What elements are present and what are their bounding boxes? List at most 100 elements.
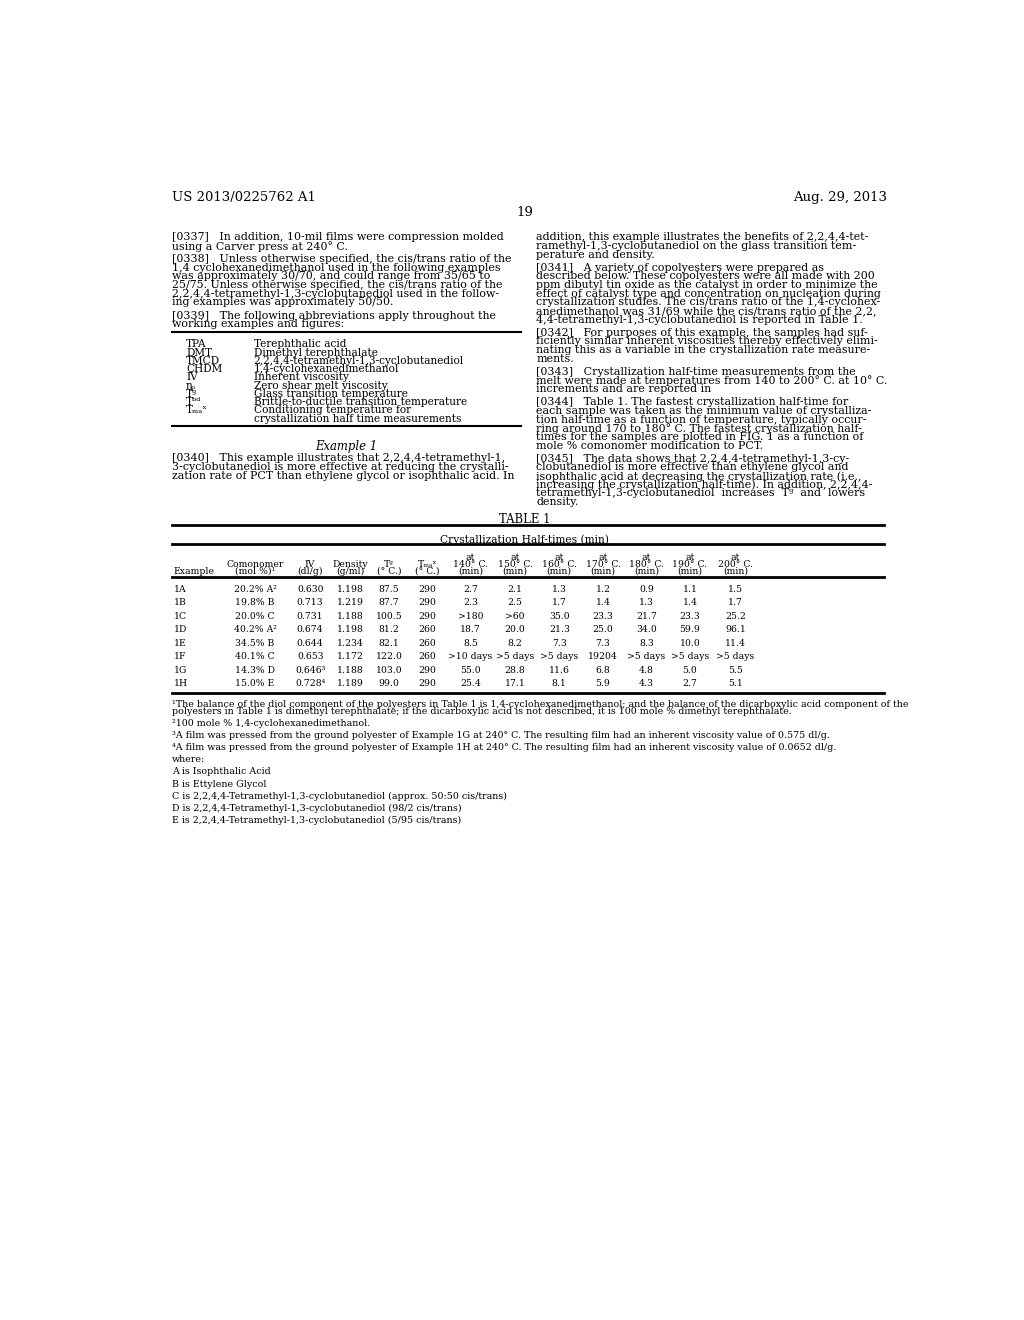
Text: 81.2: 81.2: [379, 626, 399, 634]
Text: ramethyl-1,3-cyclobutanediol on the glass transition tem-: ramethyl-1,3-cyclobutanediol on the glas…: [537, 242, 857, 251]
Text: 1C: 1C: [174, 611, 186, 620]
Text: 34.5% B: 34.5% B: [236, 639, 274, 648]
Text: 1.188: 1.188: [337, 665, 364, 675]
Text: 23.3: 23.3: [593, 611, 613, 620]
Text: C is 2,2,4,4-Tetramethyl-1,3-cyclobutanediol (approx. 50:50 cis/trans): C is 2,2,4,4-Tetramethyl-1,3-cyclobutane…: [172, 792, 507, 801]
Text: 0.728⁴: 0.728⁴: [295, 680, 326, 688]
Text: 1.7: 1.7: [728, 598, 743, 607]
Text: 1,4-cyclohexanedimethanol: 1,4-cyclohexanedimethanol: [254, 364, 399, 374]
Text: 8.3: 8.3: [639, 639, 654, 648]
Text: effect of catalyst type and concentration on nucleation during: effect of catalyst type and concentratio…: [537, 289, 882, 298]
Text: D is 2,2,4,4-Tetramethyl-1,3-cyclobutanediol (98/2 cis/trans): D is 2,2,4,4-Tetramethyl-1,3-cyclobutane…: [172, 804, 462, 813]
Text: B is Ettylene Glycol: B is Ettylene Glycol: [172, 780, 266, 788]
Text: ηₒ: ηₒ: [186, 380, 197, 391]
Text: (min): (min): [591, 568, 615, 576]
Text: [0341]   A variety of copolyesters were prepared as: [0341] A variety of copolyesters were pr…: [537, 263, 824, 273]
Text: isophthalic acid at decreasing the crystallization rate (i.e.,: isophthalic acid at decreasing the cryst…: [537, 471, 862, 482]
Text: E is 2,2,4,4-Tetramethyl-1,3-cyclobutanediol (5/95 cis/trans): E is 2,2,4,4-Tetramethyl-1,3-cyclobutane…: [172, 816, 462, 825]
Text: 1.234: 1.234: [337, 639, 364, 648]
Text: Tᵇᵈ: Tᵇᵈ: [186, 397, 202, 407]
Text: (dl/g): (dl/g): [297, 568, 323, 576]
Text: (min): (min): [723, 568, 749, 576]
Text: 55.0: 55.0: [460, 665, 481, 675]
Text: (° C.): (° C.): [415, 568, 440, 576]
Text: [0342]   For purposes of this example, the samples had suf-: [0342] For purposes of this example, the…: [537, 327, 868, 338]
Text: (min): (min): [503, 568, 527, 576]
Text: 100.5: 100.5: [376, 611, 402, 620]
Text: working examples and figures:: working examples and figures:: [172, 319, 344, 329]
Text: 1B: 1B: [174, 598, 186, 607]
Text: at: at: [642, 553, 651, 562]
Text: >5 days: >5 days: [671, 652, 709, 661]
Text: increasing the crystallization half-time). In addition, 2,2,4,4-: increasing the crystallization half-time…: [537, 479, 872, 490]
Text: TABLE 1: TABLE 1: [499, 513, 551, 527]
Text: 10.0: 10.0: [680, 639, 700, 648]
Text: IV: IV: [305, 560, 315, 569]
Text: crystallization half time measurements: crystallization half time measurements: [254, 413, 461, 424]
Text: Brittle-to-ductile transition temperature: Brittle-to-ductile transition temperatur…: [254, 397, 467, 407]
Text: [0338]   Unless otherwise specified, the cis/trans ratio of the: [0338] Unless otherwise specified, the c…: [172, 255, 512, 264]
Text: 19204: 19204: [588, 652, 618, 661]
Text: 180° C.: 180° C.: [629, 560, 664, 569]
Text: 11.6: 11.6: [549, 665, 569, 675]
Text: ²100 mole % 1,4-cyclohexanedimethanol.: ²100 mole % 1,4-cyclohexanedimethanol.: [172, 719, 371, 729]
Text: Zero shear melt viscosity: Zero shear melt viscosity: [254, 380, 387, 391]
Text: 1.219: 1.219: [337, 598, 364, 607]
Text: 7.3: 7.3: [552, 639, 566, 648]
Text: A is Isophthalic Acid: A is Isophthalic Acid: [172, 767, 271, 776]
Text: ments.: ments.: [537, 354, 574, 364]
Text: 1G: 1G: [174, 665, 187, 675]
Text: using a Carver press at 240° C.: using a Carver press at 240° C.: [172, 242, 348, 252]
Text: TMCD: TMCD: [186, 356, 220, 366]
Text: 1.3: 1.3: [639, 598, 654, 607]
Text: 260: 260: [419, 626, 436, 634]
Text: 19.8% B: 19.8% B: [236, 598, 274, 607]
Text: each sample was taken as the minimum value of crystalliza-: each sample was taken as the minimum val…: [537, 407, 871, 416]
Text: 0.644: 0.644: [297, 639, 324, 648]
Text: 2.5: 2.5: [508, 598, 522, 607]
Text: 140° C.: 140° C.: [453, 560, 488, 569]
Text: 1,4 cyclohexanedimethanol used in the following examples: 1,4 cyclohexanedimethanol used in the fo…: [172, 263, 501, 273]
Text: 17.1: 17.1: [505, 680, 525, 688]
Text: 0.630: 0.630: [297, 585, 324, 594]
Text: 5.0: 5.0: [683, 665, 697, 675]
Text: 4.3: 4.3: [639, 680, 654, 688]
Text: 1.188: 1.188: [337, 611, 364, 620]
Text: 0.9: 0.9: [639, 585, 654, 594]
Text: 28.8: 28.8: [505, 665, 525, 675]
Text: 290: 290: [419, 665, 436, 675]
Text: density.: density.: [537, 496, 579, 507]
Text: Crystallization Half-times (min): Crystallization Half-times (min): [440, 535, 609, 545]
Text: Tᵍ: Tᵍ: [384, 560, 394, 569]
Text: 1.172: 1.172: [337, 652, 364, 661]
Text: at: at: [685, 553, 694, 562]
Text: >10 days: >10 days: [449, 652, 493, 661]
Text: perature and density.: perature and density.: [537, 249, 655, 260]
Text: 25/75. Unless otherwise specified, the cis/trans ratio of the: 25/75. Unless otherwise specified, the c…: [172, 280, 503, 290]
Text: (min): (min): [458, 568, 483, 576]
Text: 8.2: 8.2: [508, 639, 522, 648]
Text: addition, this example illustrates the benefits of 2,2,4,4-tet-: addition, this example illustrates the b…: [537, 232, 868, 243]
Text: at: at: [598, 553, 608, 562]
Text: 2.7: 2.7: [682, 680, 697, 688]
Text: tetramethyl-1,3-cyclobutanediol  increases  Tᵍ  and  lowers: tetramethyl-1,3-cyclobutanediol increase…: [537, 488, 865, 498]
Text: 170° C.: 170° C.: [586, 560, 621, 569]
Text: >5 days: >5 days: [496, 652, 535, 661]
Text: ring around 170 to 180° C. The fastest crystallization half-: ring around 170 to 180° C. The fastest c…: [537, 424, 862, 434]
Text: Example: Example: [174, 568, 215, 576]
Text: was approximately 30/70, and could range from 35/65 to: was approximately 30/70, and could range…: [172, 272, 490, 281]
Text: 1.189: 1.189: [337, 680, 364, 688]
Text: 0.674: 0.674: [297, 626, 324, 634]
Text: 8.1: 8.1: [552, 680, 566, 688]
Text: [0339]   The following abbreviations apply throughout the: [0339] The following abbreviations apply…: [172, 310, 497, 321]
Text: 96.1: 96.1: [725, 626, 746, 634]
Text: TPA: TPA: [186, 339, 207, 350]
Text: 1.7: 1.7: [552, 598, 566, 607]
Text: at: at: [555, 553, 564, 562]
Text: anedimethanol was 31/69 while the cis/trans ratio of the 2,2,: anedimethanol was 31/69 while the cis/tr…: [537, 306, 877, 315]
Text: 0.713: 0.713: [297, 598, 324, 607]
Text: 0.731: 0.731: [297, 611, 324, 620]
Text: 2,2,4,4-tetramethyl-1,3-cyclobutanediol used in the follow-: 2,2,4,4-tetramethyl-1,3-cyclobutanediol …: [172, 289, 500, 298]
Text: Terephthalic acid: Terephthalic acid: [254, 339, 346, 350]
Text: 20.2% A²: 20.2% A²: [233, 585, 276, 594]
